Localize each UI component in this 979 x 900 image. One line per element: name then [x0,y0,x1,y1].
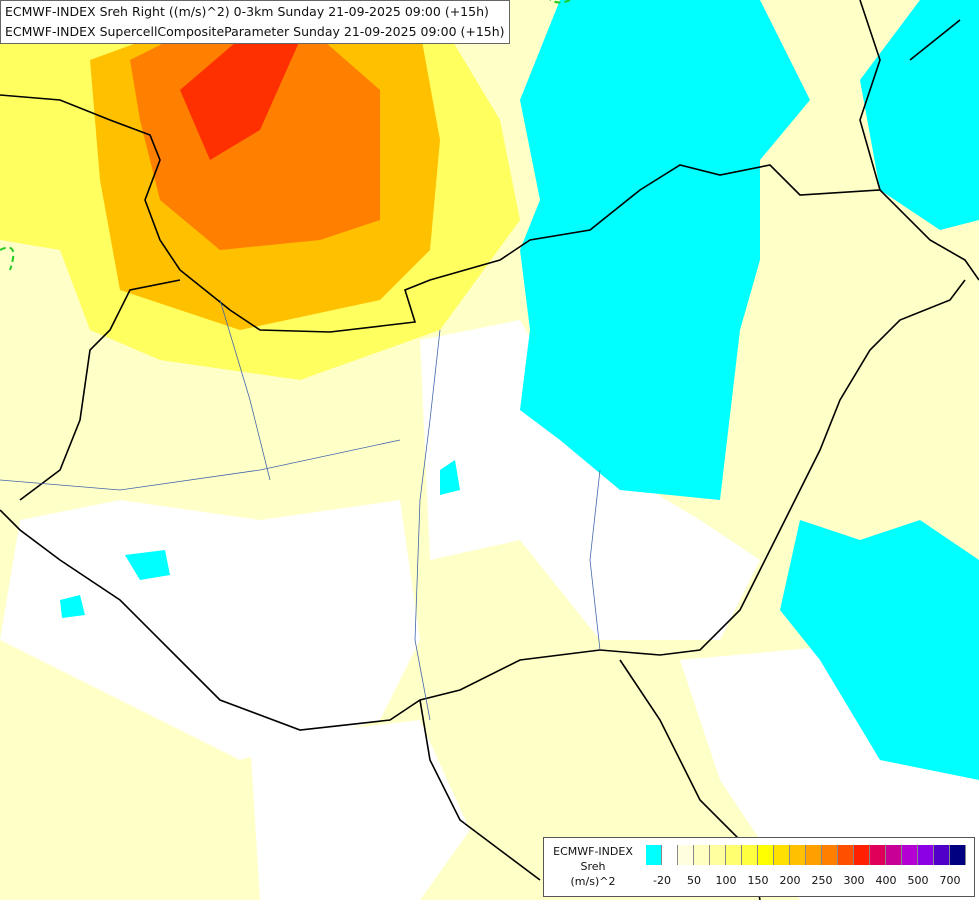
legend-title: ECMWF-INDEX Sreh (m/s)^2 [544,844,642,889]
color-swatch [694,845,710,865]
legend-title-line: ECMWF-INDEX [553,845,633,858]
legend: ECMWF-INDEX Sreh (m/s)^2 -20 50 100 150 200 2… [543,837,975,897]
tick-label: 400 [875,874,897,887]
color-swatch [806,845,822,865]
border [19,279,181,501]
tick-label: 150 [747,874,769,887]
tick-label: 500 [907,874,929,887]
header: ECMWF-INDEX Sreh Right ((m/s)^2) 0-3km S… [0,0,510,44]
color-swatch [758,845,774,865]
color-swatch [662,845,678,865]
color-swatch [838,845,854,865]
color-swatch [934,845,950,865]
tick-label: 700 [939,874,961,887]
header-line: ECMWF-INDEX SupercellCompositeParameter … [5,24,505,39]
color-swatch [678,845,694,865]
color-swatch [950,845,966,865]
low-field [420,320,760,640]
color-swatch [886,845,902,865]
peak-field [180,30,300,160]
color-swatch [726,845,742,865]
tick-label: 200 [779,874,801,887]
legend-title-line: (m/s)^2 [570,875,616,888]
border [0,94,979,333]
tick-label: 250 [811,874,833,887]
color-swatch [774,845,790,865]
color-swatch [790,845,806,865]
border [0,279,966,731]
tick-label: -20 [653,874,671,887]
color-swatch [822,845,838,865]
header-line: ECMWF-INDEX Sreh Right ((m/s)^2) 0-3km S… [5,4,489,19]
tick-label: 50 [687,874,701,887]
tick-label: 300 [843,874,865,887]
color-swatch [854,845,870,865]
negative-field [780,520,979,780]
tick-label: 100 [715,874,737,887]
border [859,0,961,191]
negative-field [860,0,979,230]
low-field [250,720,470,900]
low-field [0,500,420,760]
negative-field [520,0,810,500]
color-swatch [918,845,934,865]
river [0,299,601,721]
color-swatch [870,845,886,865]
legend-title-line: Sreh [580,860,606,873]
contour [0,0,571,271]
color-swatch [646,845,662,865]
color-swatch [742,845,758,865]
color-swatch [902,845,918,865]
color-swatch [710,845,726,865]
